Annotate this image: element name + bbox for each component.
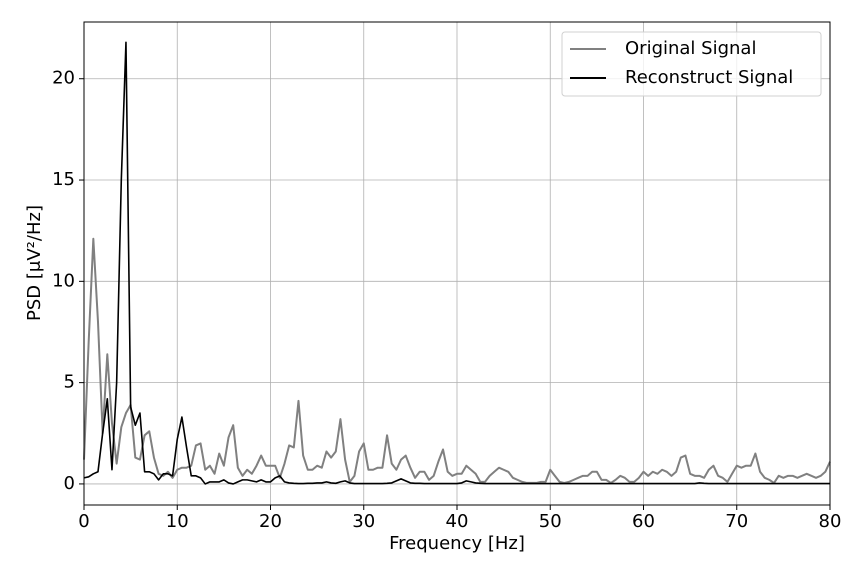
y-tick-label: 10 xyxy=(52,270,75,291)
y-axis-label: PSD [μV²/Hz] xyxy=(24,205,45,321)
x-axis-label: Frequency [Hz] xyxy=(389,533,525,554)
x-tick-label: 80 xyxy=(819,511,842,532)
legend-box xyxy=(561,31,822,97)
line-series xyxy=(83,41,830,485)
y-tick-label: 15 xyxy=(52,169,75,190)
y-tick-label: 5 xyxy=(64,372,75,393)
line-series xyxy=(83,237,831,484)
x-tick-label: 60 xyxy=(632,511,655,532)
x-tick-label: 0 xyxy=(78,511,89,532)
x-tick-label: 30 xyxy=(352,511,375,532)
y-tick-label: 20 xyxy=(52,68,75,89)
x-tick-label: 40 xyxy=(446,511,469,532)
legend-label: Original Signal xyxy=(625,38,756,59)
x-tick-label: 20 xyxy=(259,511,282,532)
x-tick-label: 10 xyxy=(166,511,189,532)
y-tick-label: 0 xyxy=(64,473,75,494)
legend-label: Reconstruct Signal xyxy=(625,67,793,88)
legend: Original Signal Reconstruct Signal xyxy=(561,31,822,97)
x-tick-label: 70 xyxy=(725,511,748,532)
x-tick-label: 50 xyxy=(539,511,562,532)
